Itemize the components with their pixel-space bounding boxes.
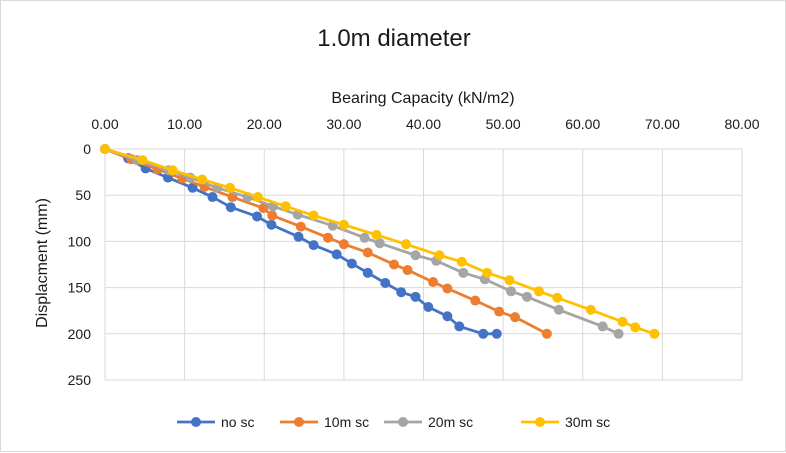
legend-label: 10m sc: [324, 414, 369, 430]
data-point: [533, 286, 544, 297]
data-point: [346, 258, 357, 269]
data-point: [137, 155, 148, 166]
x-tick-label: 60.00: [565, 116, 600, 132]
data-point: [225, 202, 236, 213]
data-point: [442, 311, 453, 322]
data-point: [362, 247, 373, 258]
data-point: [506, 286, 517, 297]
legend-item: 20m sc: [384, 414, 473, 430]
y-axis-title: Displacment (mm): [34, 198, 51, 328]
legend-item: 30m sc: [521, 414, 610, 430]
legend-marker: [294, 417, 304, 427]
y-tick-label: 0: [83, 141, 91, 157]
legend-marker: [191, 417, 201, 427]
data-point: [402, 265, 413, 276]
x-tick-label: 70.00: [645, 116, 680, 132]
data-point: [504, 275, 515, 286]
data-point: [400, 239, 411, 250]
data-point: [322, 232, 333, 243]
series-30m-sc: [100, 144, 660, 339]
x-tick-label: 30.00: [326, 116, 361, 132]
data-point: [458, 267, 469, 278]
data-point: [380, 277, 391, 288]
x-tick-label: 50.00: [486, 116, 521, 132]
legend-marker: [535, 417, 545, 427]
data-point: [338, 239, 349, 250]
data-point: [423, 302, 434, 313]
data-point: [454, 321, 465, 332]
x-tick-label: 10.00: [167, 116, 202, 132]
data-point: [362, 267, 373, 278]
data-point: [308, 240, 319, 251]
legend-item: 10m sc: [280, 414, 369, 430]
data-point: [207, 192, 218, 203]
data-point: [491, 328, 502, 339]
y-tick-label: 200: [68, 326, 92, 342]
data-point: [374, 238, 385, 249]
series-group: [100, 144, 660, 339]
data-point: [613, 328, 624, 339]
data-point: [541, 328, 552, 339]
legend-label: no sc: [221, 414, 254, 430]
data-point: [456, 256, 467, 267]
chart-title: 1.0m diameter: [317, 25, 470, 52]
data-point: [295, 221, 306, 232]
y-tick-label: 50: [75, 187, 91, 203]
x-tick-label: 20.00: [247, 116, 282, 132]
data-point: [410, 291, 421, 302]
x-tick-label: 80.00: [724, 116, 759, 132]
data-point: [649, 328, 660, 339]
legend-item: no sc: [177, 414, 254, 430]
data-point: [494, 306, 505, 317]
legend: no sc 10m sc 20m sc 30m sc: [177, 414, 610, 430]
data-point: [410, 250, 421, 261]
y-tick-label: 100: [68, 233, 92, 249]
data-point: [252, 211, 263, 222]
data-point: [280, 201, 291, 212]
data-point: [470, 295, 481, 306]
x-axis-title: Bearing Capacity (kN/m2): [331, 90, 514, 107]
legend-marker: [398, 417, 408, 427]
data-point: [100, 144, 110, 154]
data-point: [585, 304, 596, 315]
data-point: [338, 219, 349, 230]
data-point: [510, 312, 521, 323]
y-tick-label: 250: [68, 372, 92, 388]
x-tick-label: 0.00: [91, 116, 118, 132]
legend-label: 30m sc: [565, 414, 610, 430]
data-point: [293, 231, 304, 242]
data-point: [396, 287, 407, 298]
data-point: [482, 267, 493, 278]
legend-label: 20m sc: [428, 414, 473, 430]
tick-labels: 0 50 100 150 200 250 0.00 10.00 20.00 30.00 40.00 5…: [68, 116, 760, 388]
data-point: [434, 250, 445, 261]
data-point: [597, 321, 608, 332]
x-tick-label: 40.00: [406, 116, 441, 132]
data-point: [442, 283, 453, 294]
data-point: [428, 277, 439, 288]
data-point: [266, 219, 277, 230]
data-point: [522, 291, 533, 302]
data-point: [552, 292, 563, 303]
data-point: [617, 316, 628, 327]
data-point: [258, 203, 269, 214]
data-point: [252, 192, 263, 203]
data-point: [267, 210, 278, 221]
data-point: [553, 304, 564, 315]
data-point: [331, 249, 342, 260]
data-point: [389, 259, 400, 270]
data-point: [167, 165, 178, 176]
data-point: [359, 232, 370, 243]
data-point: [225, 182, 236, 193]
gridlines: [104, 148, 743, 381]
data-point: [371, 229, 382, 240]
data-point: [630, 322, 641, 333]
y-tick-label: 150: [68, 280, 92, 296]
data-point: [197, 174, 208, 185]
data-point: [187, 182, 198, 193]
data-point: [308, 210, 319, 221]
data-point: [478, 328, 489, 339]
